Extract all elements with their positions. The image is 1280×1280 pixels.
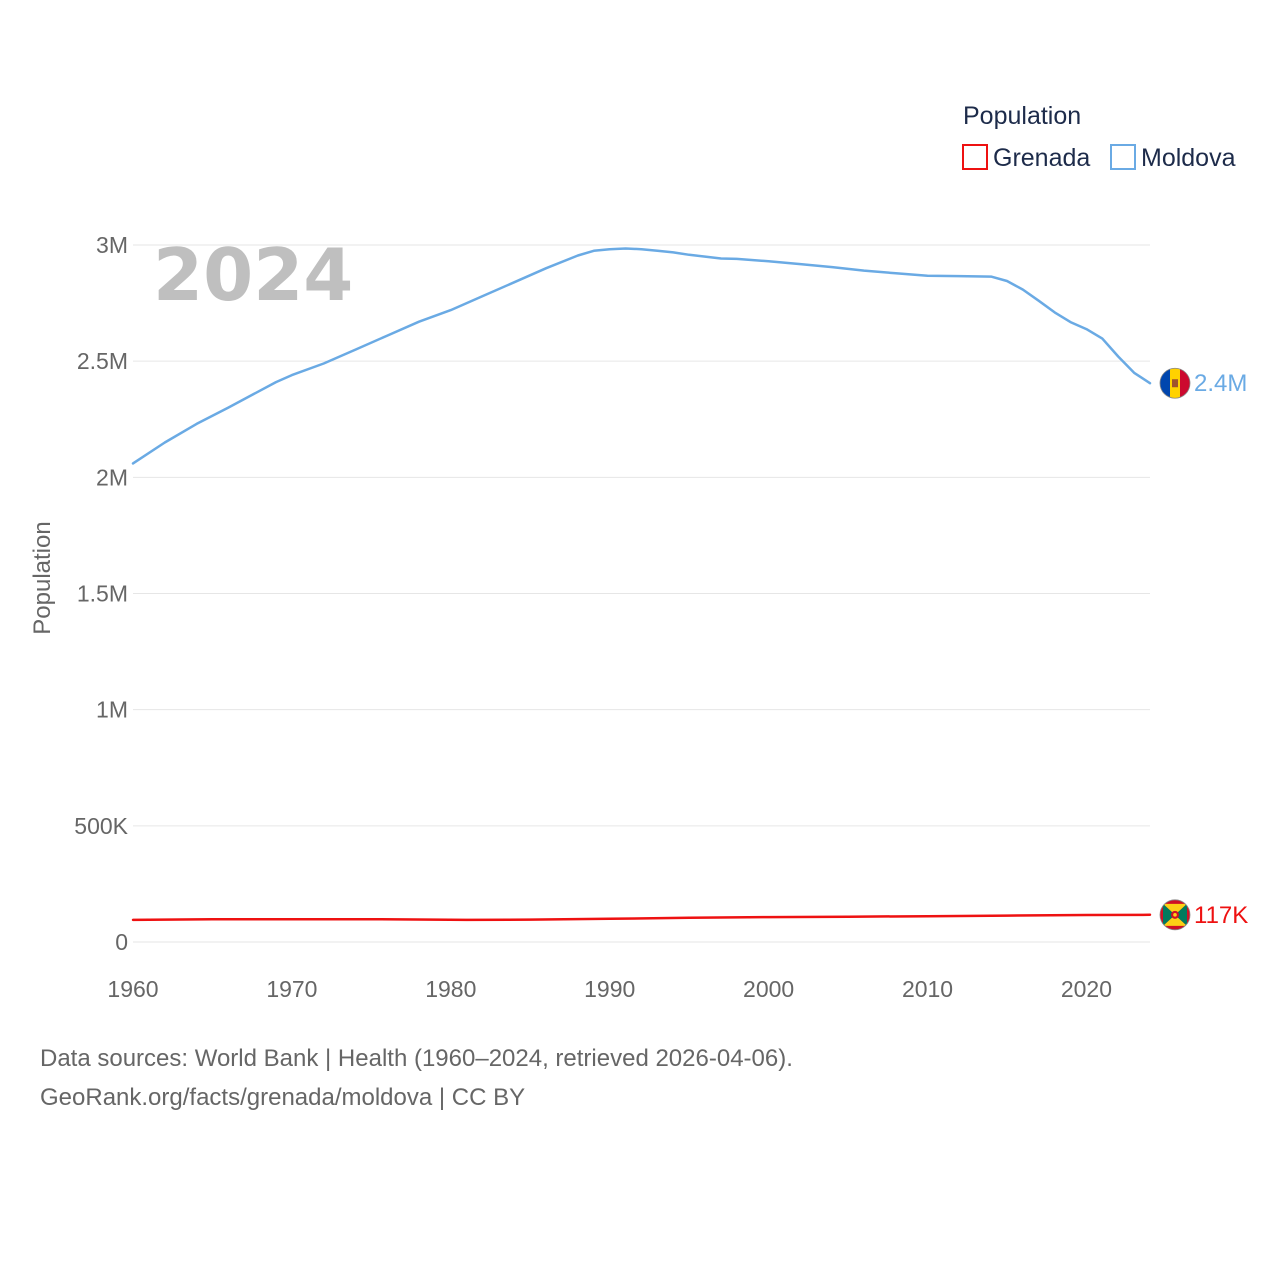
y-tick-label: 1.5M — [77, 581, 128, 607]
grid-lines — [133, 244, 1150, 943]
x-tick-label: 1990 — [584, 976, 635, 1002]
moldova-flag-icon — [1159, 367, 1191, 399]
legend-title: Population — [963, 102, 1081, 130]
legend-label-grenada: Grenada — [993, 144, 1090, 172]
end-value-label-grenada: 117K — [1194, 902, 1248, 929]
y-tick-label: 1M — [96, 697, 128, 723]
series-line-moldova — [131, 247, 1152, 465]
x-tick-label: 1970 — [266, 976, 317, 1002]
series-lines — [131, 247, 1152, 922]
legend-item-moldova[interactable]: Moldova — [1110, 144, 1236, 172]
x-tick-label: 1980 — [425, 976, 476, 1002]
data-source-note: Data sources: World Bank | Health (1960–… — [40, 1045, 793, 1072]
x-tick-label: 2010 — [902, 976, 953, 1002]
y-tick-label: 500K — [74, 813, 128, 839]
series-line-grenada — [131, 913, 1152, 922]
legend-swatch-grenada — [962, 144, 988, 170]
y-tick-label: 2.5M — [77, 348, 128, 374]
x-tick-label: 2000 — [743, 976, 794, 1002]
series-end-labels: 117K 2.4M — [1159, 367, 1248, 931]
y-axis-ticks: 0 500K 1M 1.5M 2M 2.5M 3M — [74, 232, 128, 955]
y-tick-label: 0 — [115, 929, 128, 955]
year-watermark: 2024 — [153, 233, 353, 317]
y-tick-label: 3M — [96, 232, 128, 258]
grenada-flag-icon — [1159, 899, 1191, 931]
y-axis-title: Population — [29, 521, 56, 634]
x-tick-label: 2020 — [1061, 976, 1112, 1002]
legend-item-grenada[interactable]: Grenada — [962, 144, 1090, 172]
y-tick-label: 2M — [96, 464, 128, 490]
legend-swatch-moldova — [1110, 144, 1136, 170]
x-tick-label: 1960 — [107, 976, 158, 1002]
end-value-label-moldova: 2.4M — [1194, 370, 1247, 397]
x-axis-ticks: 1960 1970 1980 1990 2000 2010 2020 — [107, 976, 1112, 1002]
legend: Population Grenada Moldova — [962, 102, 1236, 172]
source-url: GeoRank.org/facts/grenada/moldova | CC B… — [40, 1084, 526, 1111]
legend-label-moldova: Moldova — [1141, 144, 1236, 172]
